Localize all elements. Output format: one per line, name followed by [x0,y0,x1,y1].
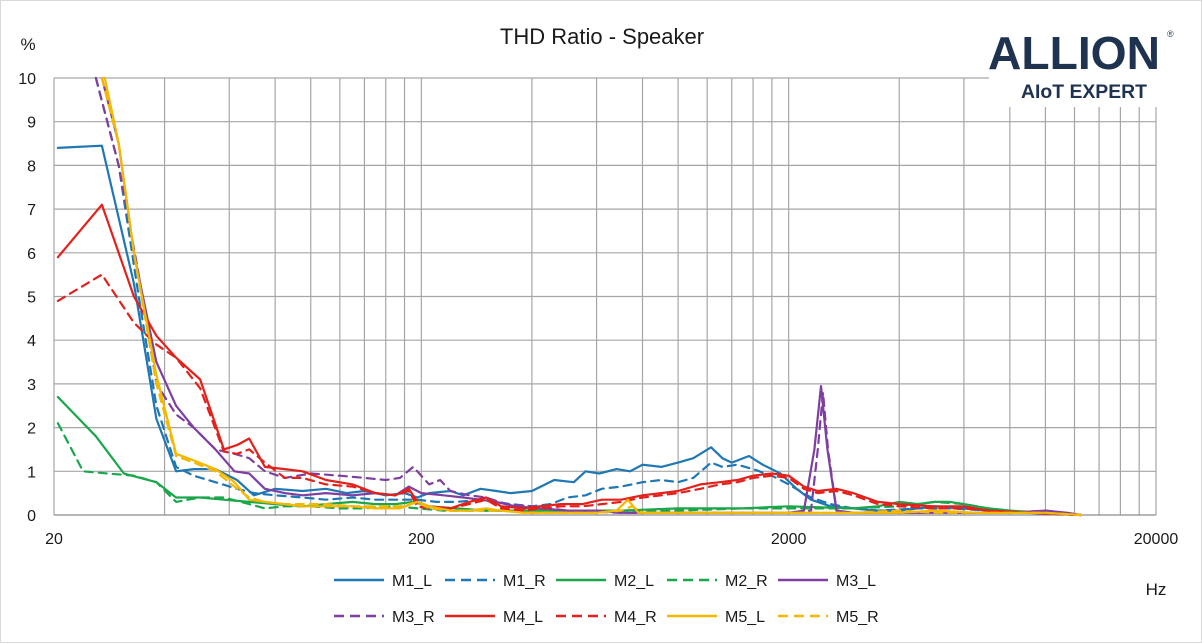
legend-label: M4_L [503,609,543,626]
y-tick-label: 0 [27,508,36,525]
x-tick-label: 20 [45,531,63,548]
legend-label: M1_L [392,573,432,590]
y-tick-label: 5 [27,290,36,307]
x-tick-labels: 20 200 2000 20000 [45,531,1178,548]
plot-grid [53,77,1157,516]
x-tick-label: 20000 [1134,531,1179,548]
series-line-m4-r [56,273,1083,517]
legend-label: M3_R [392,609,435,626]
y-tick-label: 3 [27,377,36,394]
logo-wordmark: ALLION [988,27,1160,79]
y-tick-label: 2 [27,421,36,438]
legend-label: M4_R [614,609,657,626]
y-tick-label: 9 [27,115,36,132]
legend-label: M5_L [725,609,765,626]
chart-title: THD Ratio - Speaker [500,24,704,49]
y-tick-label: 8 [27,158,36,175]
logo-tagline: AIoT EXPERT [1021,82,1147,103]
y-tick-label: 1 [27,464,36,481]
legend-label: M3_L [836,573,876,590]
series-line-m4-l [56,203,1083,517]
y-tick-label: 4 [27,333,36,350]
y-tick-label: 10 [18,71,36,88]
legend: M1_L M1_R M2_L M2_R M3_L M3_R M4_L M4_R M5_L M5_R [334,573,879,626]
series-line-m1-l [56,144,1083,517]
series-group [56,76,1083,517]
allion-logo: ALLION ® AIoT EXPERT [988,15,1187,107]
logo-background [989,15,1187,107]
y-tick-label: 6 [27,246,36,263]
logo-registered-mark: ® [1167,29,1174,39]
legend-label: M2_R [725,573,768,590]
x-axis-unit: Hz [1146,580,1167,599]
x-tick-label: 2000 [771,531,807,548]
x-tick-label: 200 [408,531,435,548]
y-tick-labels: 0 1 2 3 4 5 6 7 8 9 10 [18,71,36,525]
legend-label: M5_R [836,609,879,626]
series-line-m1-r [94,76,1083,517]
y-tick-label: 7 [27,202,36,219]
legend-label: M1_R [503,573,546,590]
series-line-m5-r [100,76,1083,517]
legend-label: M2_L [614,573,654,590]
y-axis-unit: % [20,35,35,54]
